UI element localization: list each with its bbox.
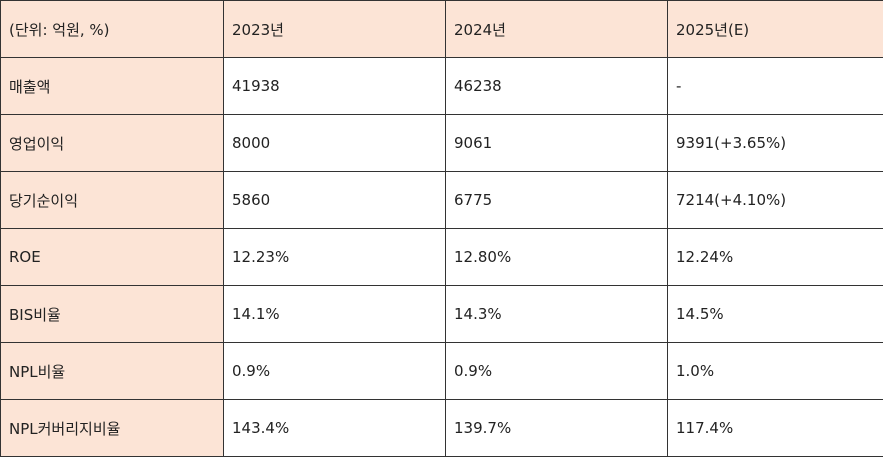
data-cell: 41938	[223, 57, 446, 115]
data-cell: -	[667, 57, 883, 115]
header-cell: (단위: 억원, %)	[0, 0, 224, 58]
data-cell: 1.0%	[667, 342, 883, 400]
data-cell: 5860	[223, 171, 446, 229]
row-label: BIS비율	[0, 285, 224, 343]
header-cell: 2025년(E)	[667, 0, 883, 58]
header-cell: 2023년	[223, 0, 446, 58]
data-cell: 14.1%	[223, 285, 446, 343]
data-cell: 0.9%	[445, 342, 668, 400]
row-label: ROE	[0, 228, 224, 286]
data-cell: 139.7%	[445, 399, 668, 457]
row-label: 매출액	[0, 57, 224, 115]
data-row: BIS비율 14.1% 14.3% 14.5%	[0, 285, 883, 343]
data-cell: 117.4%	[667, 399, 883, 457]
data-cell: 143.4%	[223, 399, 446, 457]
data-row: 매출액 41938 46238-	[0, 57, 883, 115]
data-row: 영업이익 8000 9061 9391(+3.65%)	[0, 114, 883, 172]
data-cell: 14.5%	[667, 285, 883, 343]
header-row: (단위: 억원, %) 2023년 2024년 2025년(E)	[0, 0, 883, 58]
data-cell: 6775	[445, 171, 668, 229]
data-row: ROE 12.23% 12.80% 12.24%	[0, 228, 883, 286]
data-cell: 7214(+4.10%)	[667, 171, 883, 229]
data-row: NPL커버리지비율 143.4% 139.7% 117.4%	[0, 399, 883, 457]
data-cell: 0.9%	[223, 342, 446, 400]
data-cell: 12.24%	[667, 228, 883, 286]
data-cell: 9391(+3.65%)	[667, 114, 883, 172]
data-cell: 8000	[223, 114, 446, 172]
data-cell: 14.3%	[445, 285, 668, 343]
data-cell: 12.80%	[445, 228, 668, 286]
row-label: 당기순이익	[0, 171, 224, 229]
data-cell: 46238	[445, 57, 668, 115]
data-row: 당기순이익 5860 6775 7214(+4.10%)	[0, 171, 883, 229]
row-label: NPL비율	[0, 342, 224, 400]
row-label: NPL커버리지비율	[0, 399, 224, 457]
data-row: NPL비율 0.9% 0.9% 1.0%	[0, 342, 883, 400]
data-cell: 12.23%	[223, 228, 446, 286]
data-cell: 9061	[445, 114, 668, 172]
row-label: 영업이익	[0, 114, 224, 172]
header-cell: 2024년	[445, 0, 668, 58]
